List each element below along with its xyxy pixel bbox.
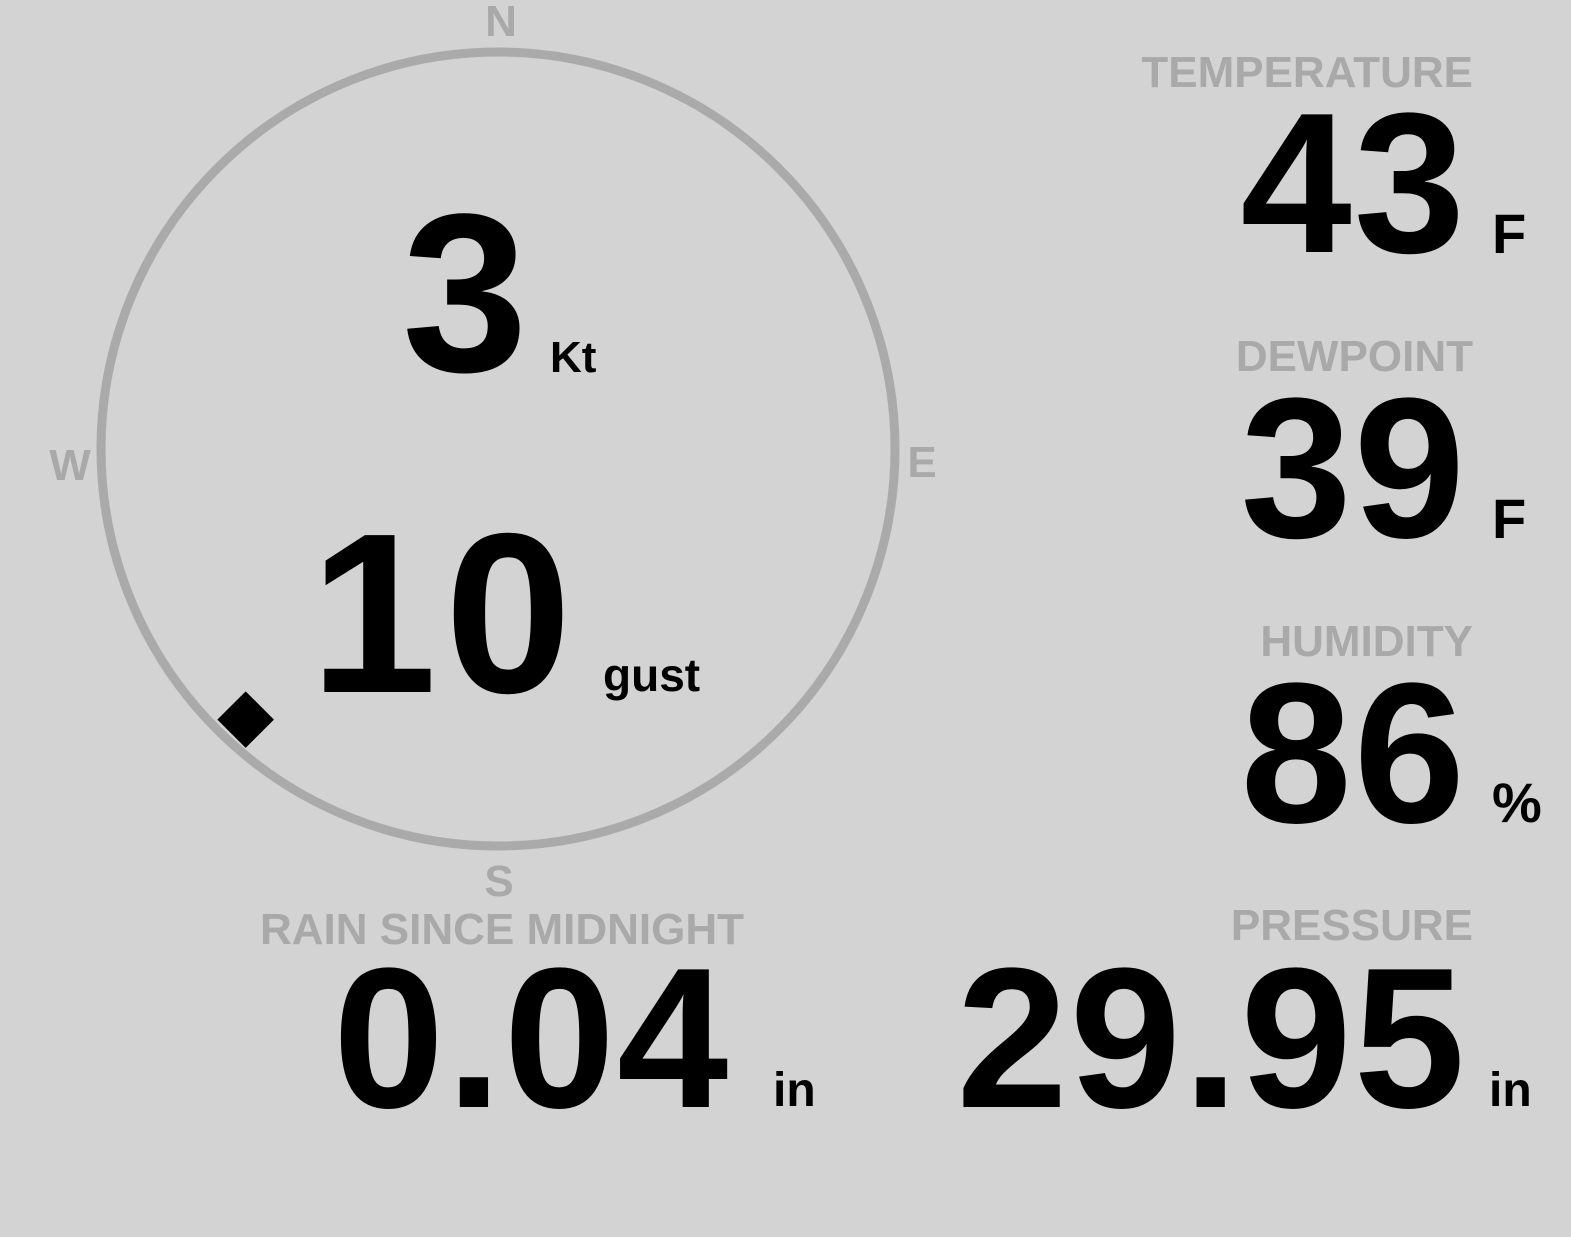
dewpoint-value: 39: [1240, 357, 1467, 580]
dewpoint-label: DEWPOINT: [1235, 332, 1473, 381]
rain-value: 0.04: [333, 927, 731, 1150]
temperature-value: 43: [1240, 72, 1467, 295]
wind-gust-value: 10: [310, 487, 580, 741]
wind-speed-value: 3: [402, 166, 528, 419]
compass-east: E: [907, 438, 937, 487]
humidity-label: HUMIDITY: [1260, 617, 1473, 666]
wind-gust-unit: gust: [603, 649, 701, 701]
temperature-label: TEMPERATURE: [1141, 48, 1473, 97]
pressure-label: PRESSURE: [1230, 901, 1473, 950]
compass-ring: [96, 47, 900, 851]
wind-speed-unit: Kt: [550, 333, 597, 382]
dewpoint-unit: F: [1492, 487, 1527, 550]
compass-north: N: [485, 0, 517, 46]
humidity-value: 86: [1240, 642, 1467, 865]
compass-south: S: [484, 857, 514, 906]
pressure-value: 29.95: [956, 927, 1467, 1150]
rain-unit: in: [773, 1064, 816, 1117]
pressure-unit: in: [1489, 1064, 1532, 1117]
temperature-unit: F: [1492, 202, 1527, 265]
humidity-unit: %: [1492, 771, 1542, 834]
compass-west: W: [49, 441, 91, 490]
rain-label: RAIN SINCE MIDNIGHT: [260, 905, 744, 954]
